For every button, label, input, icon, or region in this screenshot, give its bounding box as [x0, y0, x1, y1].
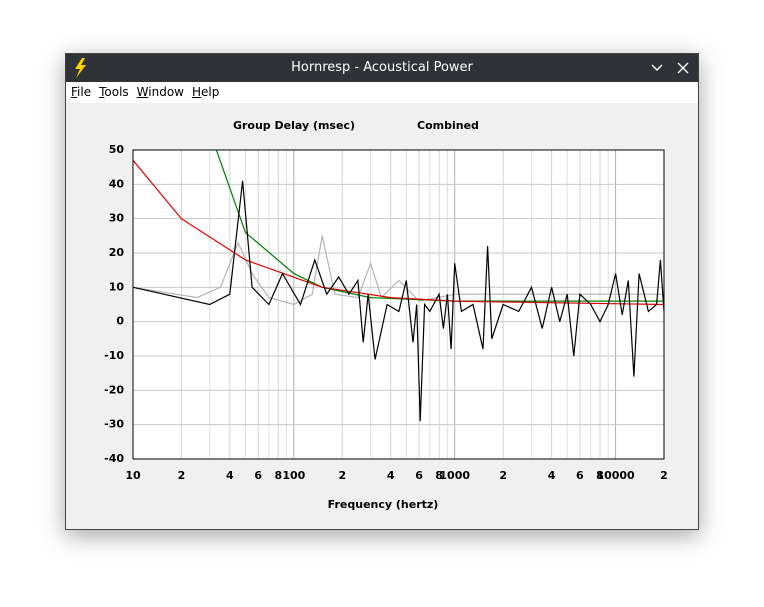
- title-bar: Hornresp - Acoustical Power: [66, 54, 698, 82]
- x-tick-label: 6: [254, 469, 262, 482]
- chart-title: Group Delay (msec): [233, 119, 355, 132]
- plot-border: [132, 149, 665, 460]
- series-line: [133, 159, 664, 306]
- x-tick-label: 1000: [439, 469, 470, 482]
- window-controls[interactable]: [644, 54, 694, 82]
- menu-item[interactable]: Help: [192, 85, 220, 99]
- x-tick-label: 8: [274, 469, 282, 482]
- menu-bar: File Tools Window Help: [66, 82, 698, 103]
- plot-area: [133, 150, 664, 459]
- x-tick-label: 4: [226, 469, 234, 482]
- window: Hornresp - Acoustical Power File Tools Win…: [65, 53, 699, 530]
- x-axis-label: Frequency (hertz): [328, 498, 439, 511]
- y-tick-label: -20: [104, 383, 124, 396]
- x-tick-label: 2: [338, 469, 346, 482]
- x-tick-label: 6: [415, 469, 423, 482]
- x-tick-label: 2: [660, 469, 668, 482]
- y-tick-label: 10: [109, 280, 125, 293]
- x-tick-label: 10: [125, 469, 141, 482]
- x-tick-label: 4: [548, 469, 556, 482]
- x-tick-label: 6: [576, 469, 584, 482]
- y-tick-label: -10: [104, 349, 124, 362]
- app-icon: [75, 58, 86, 78]
- x-tick-label: 100: [282, 469, 305, 482]
- y-tick-label: 30: [109, 212, 125, 225]
- x-tick-label: 8: [435, 469, 443, 482]
- x-tick-label: 2: [499, 469, 507, 482]
- menu-item[interactable]: Tools: [99, 85, 129, 99]
- y-tick-label: -40: [104, 452, 124, 465]
- x-tick-label: 10000: [596, 469, 635, 482]
- window-title: Hornresp - Acoustical Power: [291, 60, 473, 75]
- x-tick-label: 4: [387, 469, 395, 482]
- menu-item[interactable]: File: [71, 85, 92, 99]
- chart-subtitle: Combined: [417, 119, 479, 132]
- x-tick-label: 2: [178, 469, 186, 482]
- menu-item[interactable]: Window: [136, 85, 184, 99]
- y-tick-label: 40: [109, 177, 125, 190]
- y-tick-label: 50: [109, 143, 125, 156]
- y-tick-label: 0: [116, 315, 124, 328]
- y-tick-label: 20: [109, 246, 125, 259]
- series-line: [133, 180, 664, 422]
- x-tick-label: 8: [596, 469, 604, 482]
- y-tick-label: -30: [104, 418, 124, 431]
